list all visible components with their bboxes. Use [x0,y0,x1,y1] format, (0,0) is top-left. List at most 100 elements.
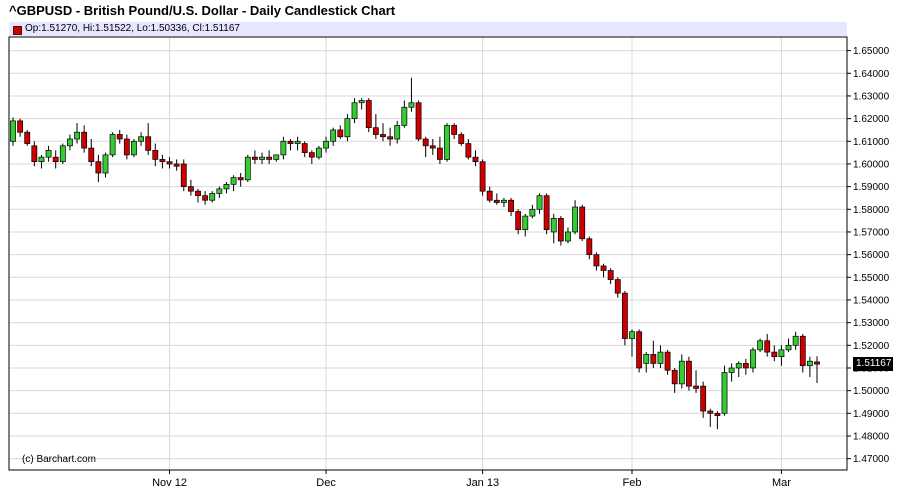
candle-down [593,254,600,267]
candle-up [38,156,45,163]
candle-down [429,145,436,149]
candle-up [59,145,66,163]
candle-down [372,127,379,135]
candle-down [493,199,500,203]
candle-down [123,138,130,156]
candle-up [735,363,742,369]
candle-down [52,156,59,163]
candle-down [465,143,472,158]
y-tick-label: 1.59000 [853,182,890,193]
candle-down [252,156,258,160]
candle-down [771,351,778,357]
candle-down [187,186,194,192]
plot-frame [8,36,848,471]
candle-up [259,156,265,160]
candle-up [678,360,685,385]
candle-up [138,136,144,142]
chart-title: ^GBPUSD - British Pound/U.S. Dollar - Da… [9,3,396,18]
candle-down [195,190,201,197]
plot-area [9,37,847,470]
candle-up [209,193,216,201]
candle-up [244,156,251,181]
candle-up [757,340,763,351]
candle-up [501,199,507,203]
ohlc-legend-bar [9,22,847,36]
candle-up [223,184,230,190]
y-tick-label: 1.47000 [853,454,890,465]
candle-down [266,156,273,160]
candle-up [323,140,329,149]
ohlc-legend-text: Op:1.51270, Hi:1.51522, Lo:1.50336, Cl:1… [25,23,240,34]
candle-up [74,131,80,140]
candle-up [10,120,16,142]
candle-down [415,102,422,140]
last-price-marker: 1.51167 [853,357,893,371]
y-tick-label: 1.48000 [853,431,890,442]
candle-up [565,231,571,242]
candle-down [799,335,806,367]
candle-down [451,125,458,135]
y-tick-label: 1.52000 [853,341,890,352]
y-tick-label: 1.50000 [853,386,890,397]
candle-up [750,349,756,369]
y-tick-label: 1.65000 [853,46,890,57]
candle-down [365,100,372,129]
candle-down [337,129,344,138]
candle-down [31,145,38,163]
x-tick-label: Nov 12 [152,477,187,489]
barchart-credit: (c) Barchart.com [22,454,96,465]
candle-down [621,292,628,339]
candle-down [24,131,31,144]
candle-up [131,140,137,156]
candle-up [351,102,358,119]
candle-up [806,360,813,367]
candle-down [380,134,386,138]
legend-swatch [13,26,22,35]
candle-up [572,206,578,233]
candle-down [814,361,820,365]
y-tick-label: 1.63000 [853,91,890,102]
candle-down [166,161,173,165]
candle-up [273,154,280,160]
candle-up [657,351,664,364]
candle-down [515,211,522,231]
candle-down [458,134,465,144]
candle-up [358,100,365,104]
candle-down [742,363,749,369]
candle-down [152,150,159,160]
candle-down [607,270,614,280]
candle-down [664,351,671,371]
candle-up [45,150,52,158]
candle-down [508,199,514,212]
candle-down [145,136,152,151]
candle-up [102,154,109,174]
candle-down [95,161,102,174]
candle-up [536,195,543,210]
candle-up [728,367,735,373]
candle-up [230,177,237,185]
candle-up [643,354,650,364]
candle-up [550,218,557,233]
candle-down [88,147,95,163]
candle-down [600,265,607,271]
y-tick-label: 1.60000 [853,159,890,170]
candle-up [344,118,351,138]
candle-down [159,159,166,163]
candle-up [522,215,529,231]
candle-up [401,106,408,126]
candle-down [650,354,657,364]
candle-up [721,372,728,414]
candle-down [543,195,550,231]
candle-down [586,238,593,255]
x-tick-label: Jan 13 [466,477,499,489]
candle-up [216,188,223,194]
candle-up [294,140,301,144]
candle-up [778,349,785,357]
candle-down [557,218,564,242]
candle-down [116,134,123,140]
candle-down [479,161,486,192]
candle-up [394,125,401,140]
y-tick-label: 1.64000 [853,69,890,80]
candle-down [237,177,244,181]
